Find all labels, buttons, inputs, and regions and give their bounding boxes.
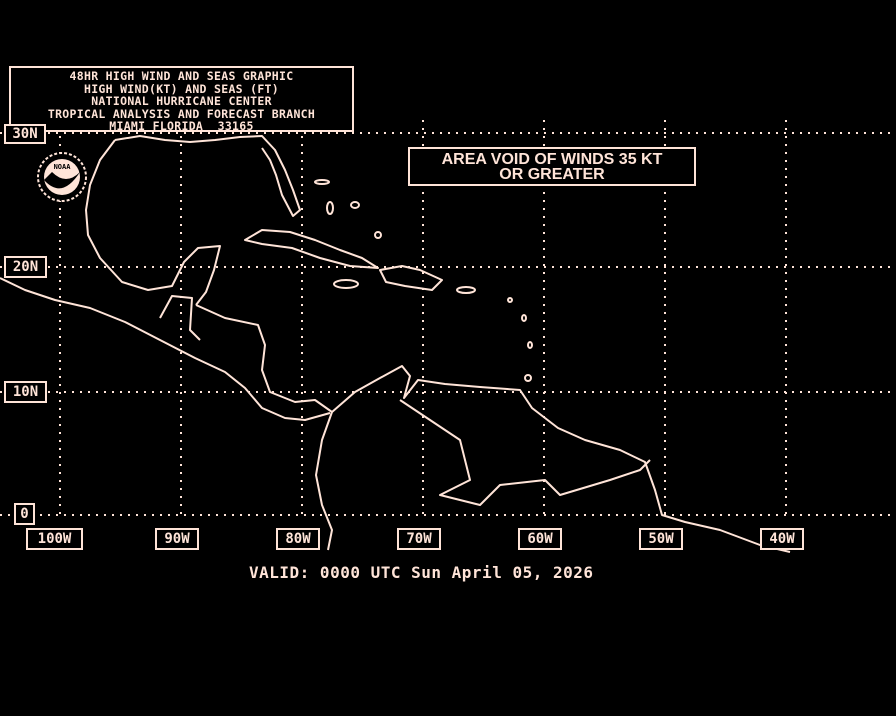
lon-label-60w: 60W: [518, 528, 562, 550]
lon-label-50w: 50W: [639, 528, 683, 550]
south-america-west-coast: [315, 411, 333, 551]
lon-label-100w: 100W: [26, 528, 83, 550]
lon-label-90w: 90W: [155, 528, 199, 550]
lesser-antilles-4: [524, 374, 532, 382]
lat-label-30n: 30N: [4, 124, 46, 144]
guatemala-border: [159, 295, 201, 341]
title-line: NATIONAL HURRICANE CENTER: [91, 94, 272, 108]
lesser-antilles-1: [507, 297, 513, 303]
central-america-caribbean-coast: [195, 304, 333, 413]
noaa-logo: NOAA: [37, 152, 87, 202]
title-line: HIGH WIND(KT) AND SEAS (FT): [83, 81, 280, 96]
lat-label-0: 0: [14, 503, 35, 525]
south-america-north-coast: [331, 365, 791, 553]
bahamas-3: [350, 201, 360, 209]
lesser-antilles-2: [521, 314, 527, 322]
lon-label-80w: 80W: [276, 528, 320, 550]
coastlines: [0, 135, 791, 553]
title-line: 48HR HIGH WIND AND SEAS GRAPHIC: [69, 69, 294, 83]
bahamas-4: [374, 231, 382, 239]
jamaica: [333, 279, 359, 289]
bahamas-1: [314, 179, 330, 185]
legend-line: OR GREATER: [499, 166, 605, 183]
valid-time: VALID: 0000 UTC Sun April 05, 2026: [249, 563, 594, 582]
logo-text: NOAA: [54, 163, 72, 171]
cuba: [244, 229, 379, 269]
lat-label-20n: 20N: [4, 256, 47, 278]
graticule: [0, 120, 896, 516]
title-box: 48HR HIGH WIND AND SEAS GRAPHIC HIGH WIN…: [9, 66, 354, 132]
title-line: MIAMI FLORIDA 33165: [109, 119, 254, 133]
lon-label-70w: 70W: [397, 528, 441, 550]
lat-label-10n: 10N: [4, 381, 47, 403]
legend-box: AREA VOID OF WINDS 35 KT OR GREATER: [408, 147, 696, 186]
title-line: TROPICAL ANALYSIS AND FORECAST BRANCH: [47, 106, 316, 121]
puerto-rico: [456, 286, 476, 294]
lesser-antilles-3: [527, 341, 533, 349]
bahamas-2: [326, 201, 334, 215]
hispaniola: [379, 265, 443, 291]
interior-borders: [399, 399, 651, 506]
legend-line: AREA VOID OF WINDS 35 KT: [441, 151, 663, 168]
mexico-gulf-coast: [85, 139, 221, 306]
gulf-coast: [114, 135, 301, 217]
lon-label-40w: 40W: [760, 528, 804, 550]
pacific-coast: [0, 277, 331, 421]
